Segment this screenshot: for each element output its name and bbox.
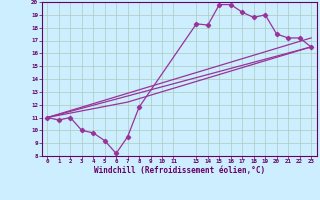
X-axis label: Windchill (Refroidissement éolien,°C): Windchill (Refroidissement éolien,°C) xyxy=(94,166,265,175)
